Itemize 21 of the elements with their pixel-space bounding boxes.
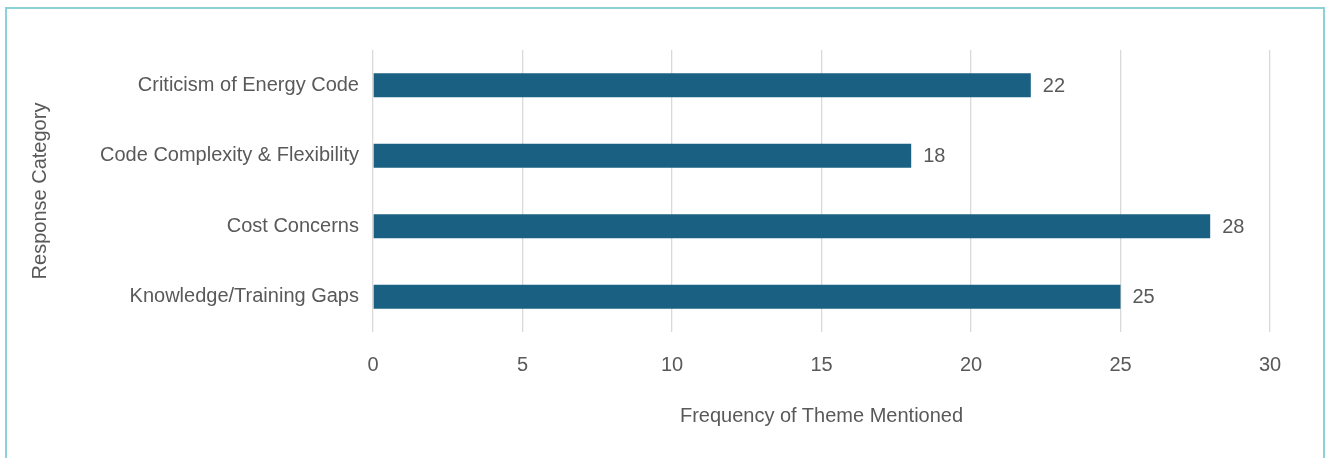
x-tick-label: 15 — [810, 352, 833, 375]
x-tick-label: 10 — [660, 352, 684, 375]
y-tick-label: Criticism of Energy Code — [137, 72, 359, 95]
data-label: 22 — [1042, 73, 1066, 96]
x-axis-title: Frequency of Theme Mentioned — [679, 403, 964, 426]
data-label: 18 — [923, 144, 946, 167]
y-tick-label: Cost Concerns — [226, 213, 359, 236]
bar — [373, 284, 1121, 309]
x-tick-label: 25 — [1109, 352, 1132, 375]
x-tick-label: 30 — [1258, 352, 1282, 375]
y-tick-label: Code Complexity & Flexibility — [100, 143, 359, 166]
data-label: 28 — [1222, 214, 1245, 237]
bar — [373, 143, 912, 168]
bar — [373, 73, 1031, 98]
x-tick-label: 5 — [516, 352, 529, 375]
bar — [373, 214, 1211, 239]
y-tick-label: Knowledge/Training Gaps — [129, 284, 359, 307]
y-axis-title: Response Category — [27, 102, 50, 280]
data-label: 25 — [1132, 285, 1155, 308]
x-tick-label: 0 — [367, 352, 379, 375]
x-tick-label: 20 — [959, 352, 983, 375]
